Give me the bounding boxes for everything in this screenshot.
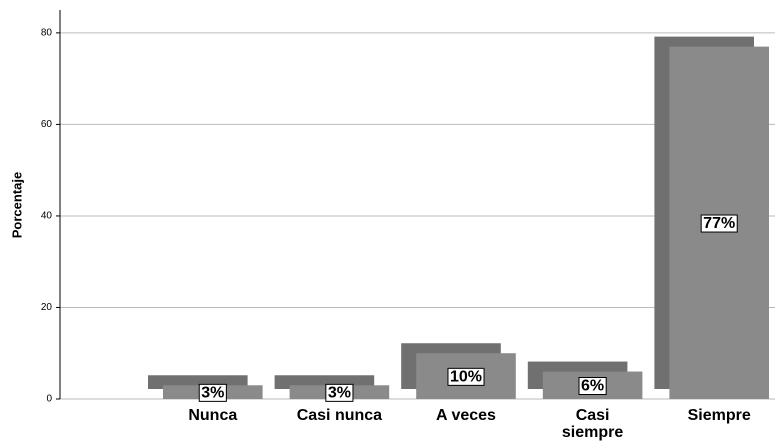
x-tick-label: Casi nunca <box>296 407 383 424</box>
value-label-box <box>578 376 607 396</box>
value-label-group: 77% <box>700 214 738 233</box>
y-tick-label: 0 <box>46 394 52 405</box>
x-tick-label: Siempre <box>687 407 751 424</box>
y-tick-label: 40 <box>41 211 53 222</box>
x-tick-label: A veces <box>436 407 496 424</box>
value-label-group: 10% <box>447 367 485 386</box>
value-label-box <box>325 383 354 402</box>
value-label-box <box>447 367 485 386</box>
y-axis-label: Porcentaje <box>9 172 24 238</box>
value-label-box <box>700 214 738 233</box>
y-tick-label: 20 <box>41 302 53 313</box>
value-label: 77% <box>703 215 735 232</box>
x-tick-label: Casi siempre <box>561 407 624 441</box>
value-label-box <box>198 383 227 402</box>
value-label-group: 3% <box>198 383 227 402</box>
x-tick-label: Nunca <box>188 407 238 424</box>
value-label-group: 3% <box>325 383 354 402</box>
value-label: 10% <box>450 368 482 385</box>
y-tick-label: 80 <box>41 28 53 39</box>
value-label: 3% <box>328 384 351 401</box>
y-tick-label: 60 <box>41 119 53 130</box>
value-label: 3% <box>201 384 224 401</box>
value-label: 6% <box>581 377 604 394</box>
value-label-group: 6% <box>578 376 607 396</box>
